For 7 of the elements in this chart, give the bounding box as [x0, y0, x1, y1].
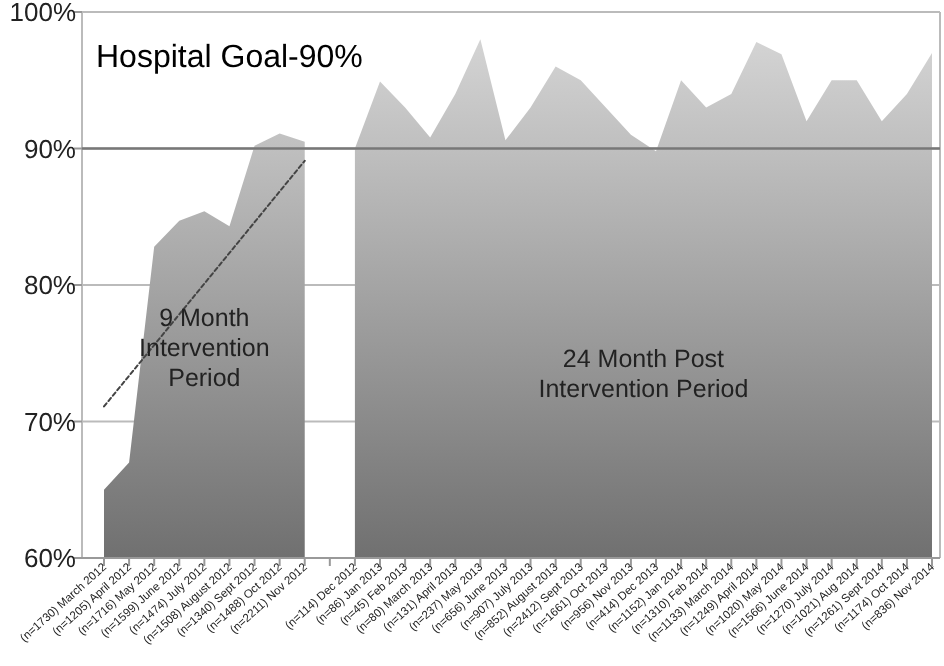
ref-line-label: Hospital Goal-90% — [96, 40, 363, 75]
y-tick-label: 100% — [9, 0, 77, 28]
y-tick-label: 70% — [23, 406, 77, 437]
annotation: 24 Month Post Intervention Period — [538, 344, 749, 403]
y-tick-label: 90% — [23, 133, 77, 164]
y-tick-label: 80% — [23, 270, 77, 301]
y-tick-label: 60% — [23, 543, 77, 574]
